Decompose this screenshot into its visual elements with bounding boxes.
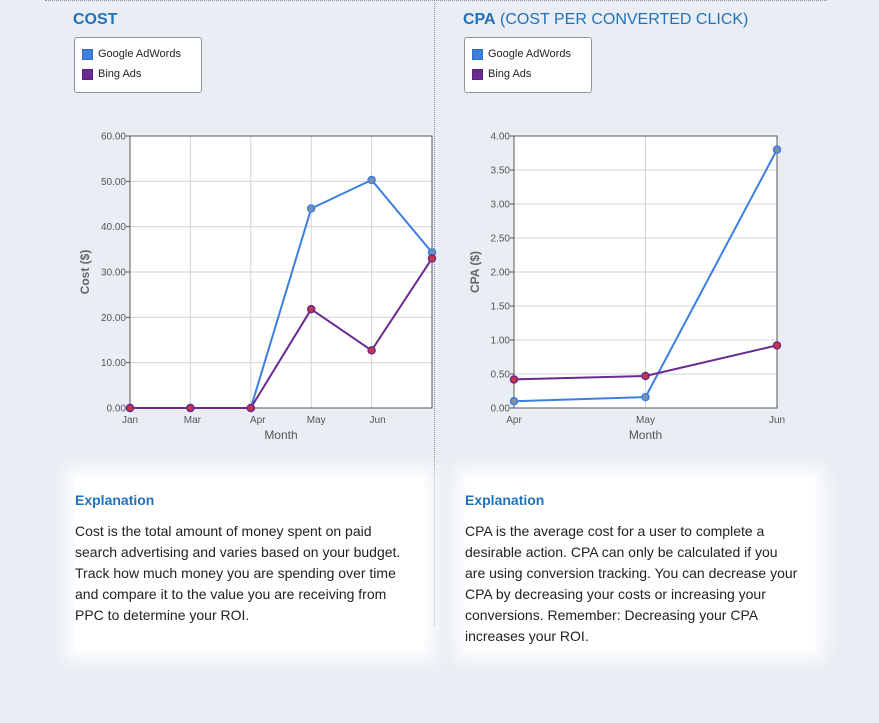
bing-adspoint <box>509 375 519 384</box>
x-tick-label: Apr <box>250 415 266 426</box>
legend-label-bing: Bing Ads <box>488 68 532 80</box>
google-adwordspoint <box>772 145 782 154</box>
google-adwordspoint <box>367 175 376 185</box>
y-tick-label: 2.50 <box>491 234 511 245</box>
x-axis-title: Month <box>629 428 662 442</box>
legend-item-adwords: Google AdWords <box>472 47 571 61</box>
bing-swatch <box>472 68 483 80</box>
y-tick-label: 4.00 <box>491 132 511 143</box>
cost-legend: Google AdWords Bing Ads <box>74 37 202 93</box>
cost-explanation-box: Explanation Cost is the total amount of … <box>75 477 425 651</box>
google-adwordspoint <box>306 204 316 213</box>
bing-adspoint <box>367 346 376 355</box>
cpa-title-text: CPA <box>463 11 496 28</box>
y-tick-label: 0.00 <box>491 404 511 415</box>
bing-adspoint <box>125 403 135 413</box>
cost-explanation-text: Cost is the total amount of money spent … <box>75 523 401 623</box>
y-tick-label: 2.00 <box>491 268 511 279</box>
cpa-panel: CPA (COST PER CONVERTED CLICK) Google Ad… <box>435 0 825 723</box>
y-tick-label: 50.00 <box>101 177 126 188</box>
cpa-chart: 0.00 0.50 1.00 1.50 2.00 2.50 3.00 3.50 4.00 Apr M… <box>468 132 785 443</box>
y-tick-label: 1.50 <box>491 302 511 313</box>
google-adwordspoint <box>641 392 650 402</box>
cost-chart: 0.00 10.00 20.00 30.00 40.00 50.00 60.00 Jan Mar… <box>78 132 437 442</box>
y-tick-label: 40.00 <box>101 222 126 233</box>
cost-title-text: COST <box>73 11 118 28</box>
bing-adspoint <box>772 341 782 350</box>
x-tick-label: Jun <box>769 415 785 426</box>
x-tick-label: Apr <box>506 415 522 426</box>
bing-adspoint <box>427 254 437 263</box>
bing-adspoint <box>306 304 316 314</box>
google-adwordspoint <box>509 396 519 406</box>
cpa-title-sub: (COST PER CONVERTED CLICK) <box>495 11 749 28</box>
cpa-legend: Google AdWords Bing Ads <box>464 37 592 93</box>
legend-item-bing: Bing Ads <box>472 67 531 81</box>
legend-item-bing: Bing Ads <box>82 67 141 81</box>
bing-adsseries-line <box>130 257 433 409</box>
y-tick-label: 0.50 <box>491 370 511 381</box>
y-tick-label: 0.00 <box>107 404 127 415</box>
y-axis-title: Cost ($) <box>78 250 92 295</box>
panel-divider <box>434 0 435 625</box>
x-tick-label: May <box>307 415 326 426</box>
legend-item-adwords: Google AdWords <box>82 47 181 61</box>
bing-adspoint <box>246 403 256 413</box>
cpa-explanation-heading: Explanation <box>465 492 545 508</box>
legend-label-adwords: Google AdWords <box>488 48 571 60</box>
y-tick-label: 10.00 <box>101 358 126 369</box>
bing-adspoint <box>186 403 195 413</box>
top-divider <box>45 0 827 1</box>
legend-label-adwords: Google AdWords <box>98 48 181 60</box>
cpa-explanation-text: CPA is the average cost for a user to co… <box>465 523 798 644</box>
cost-explanation-heading: Explanation <box>75 492 155 508</box>
adwords-swatch <box>82 48 93 60</box>
legend-label-bing: Bing Ads <box>98 68 142 80</box>
plot-border <box>129 135 433 409</box>
x-axis-title: Month <box>264 428 297 442</box>
x-tick-label: Mar <box>184 415 202 426</box>
cpa-explanation-box: Explanation CPA is the average cost for … <box>465 477 815 651</box>
y-tick-label: 3.50 <box>491 166 511 177</box>
bing-adspoint <box>641 371 650 381</box>
x-tick-label: May <box>636 415 655 426</box>
cost-panel: COST Google AdWords Bing Ads 0.00 10.00 20… <box>44 0 437 723</box>
plot-border <box>513 135 778 409</box>
cpa-title: CPA (COST PER CONVERTED CLICK) <box>463 11 748 29</box>
bing-swatch <box>82 68 93 80</box>
x-tick-label: Jan <box>122 415 138 426</box>
y-tick-label: 30.00 <box>101 268 126 279</box>
x-tick-label: Jun <box>370 415 386 426</box>
y-tick-label: 60.00 <box>101 132 126 143</box>
cost-title: COST <box>73 11 117 29</box>
y-axis-title: CPA ($) <box>468 251 482 293</box>
y-tick-label: 1.00 <box>491 336 511 347</box>
y-tick-label: 3.00 <box>491 200 511 211</box>
y-tick-label: 20.00 <box>101 313 126 324</box>
adwords-swatch <box>472 48 483 60</box>
